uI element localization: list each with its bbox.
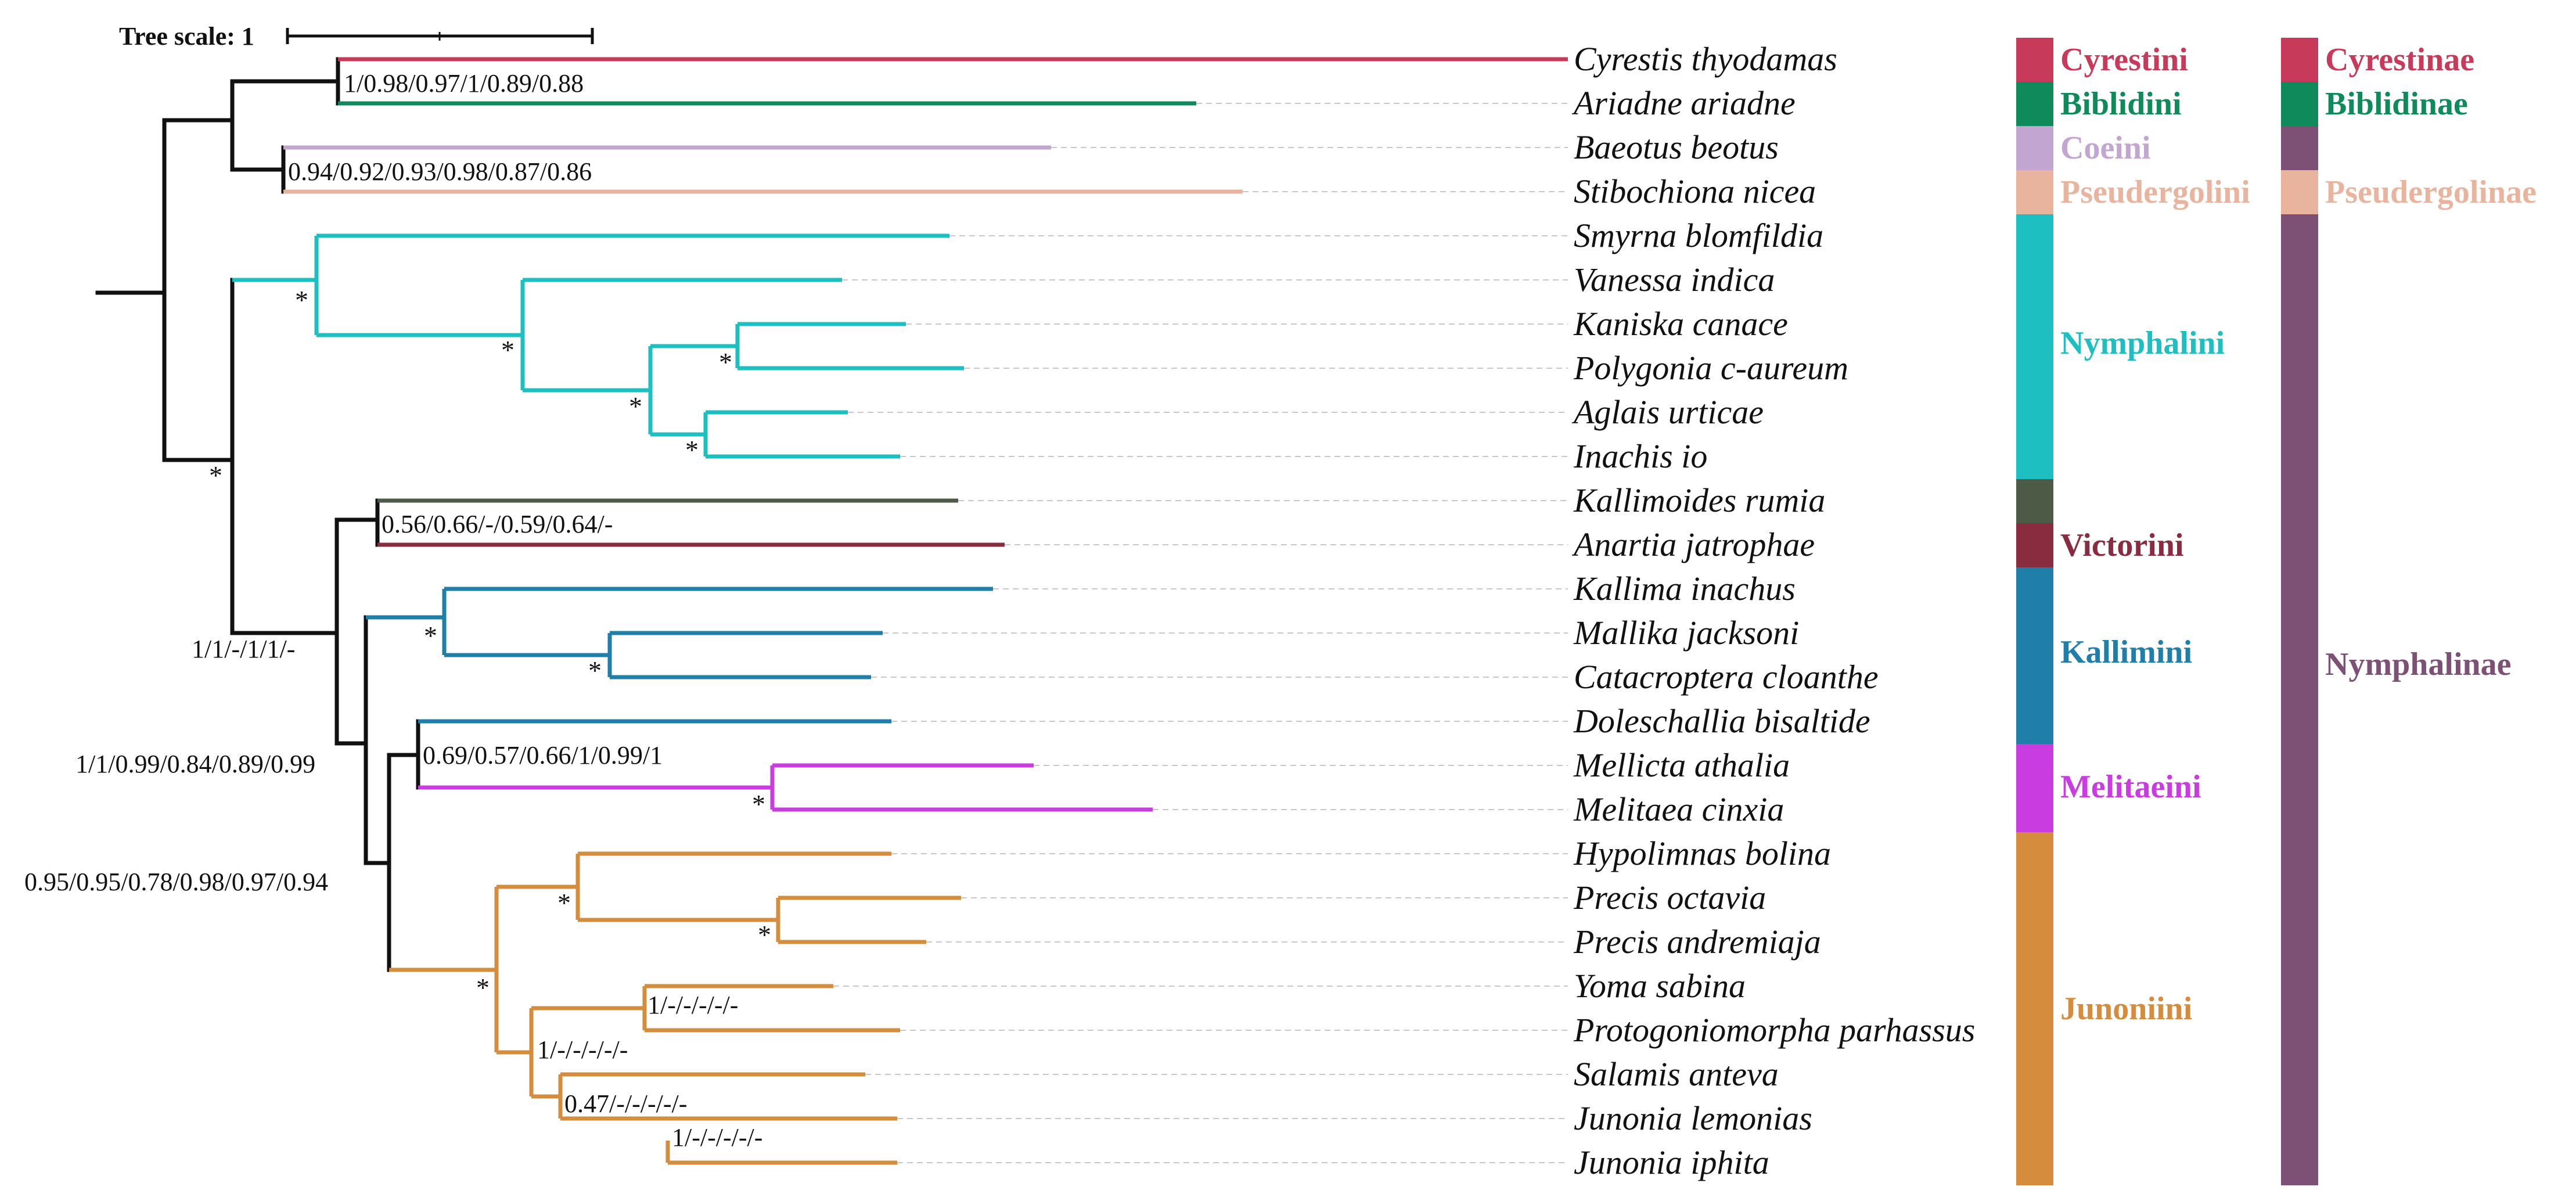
- tribe-label-coeini: Coeini: [2060, 130, 2151, 166]
- full-support-markers: * * * * * * * * * * * *: [209, 285, 771, 1002]
- tribe-block-pseudergolini: [2016, 170, 2053, 214]
- support-baeotus-stibochiona: 0.94/0.92/0.93/0.98/0.87/0.86: [288, 157, 592, 186]
- subfamily-label-biblidinae: Biblidinae: [2325, 86, 2468, 122]
- tribe-block-coeini: [2016, 126, 2053, 170]
- subfamily-label-nymphalinae: Nymphalinae: [2325, 646, 2512, 682]
- star-marker: *: [295, 285, 308, 315]
- taxon-label: Aglais urticae: [1571, 393, 1764, 431]
- backbone-branches: [95, 57, 420, 972]
- subfamily-block-pseudergolinae: [2281, 170, 2318, 214]
- support-cyrestis-ariadne: 1/0.98/0.97/1/0.89/0.88: [344, 69, 584, 98]
- tribe-block-biblidini: [2016, 82, 2053, 126]
- taxon-label: Vanessa indica: [1574, 261, 1775, 299]
- star-marker: *: [501, 335, 515, 365]
- taxon-label: Mallika jacksoni: [1573, 614, 1799, 652]
- star-marker: *: [588, 656, 602, 685]
- tribe-block-victorini: [2016, 523, 2053, 567]
- star-marker: *: [758, 920, 771, 950]
- taxon-label: Yoma sabina: [1574, 967, 1746, 1005]
- taxon-label: Cyrestis thyodamas: [1574, 40, 1837, 78]
- support-kallimoides-anartia: 0.56/0.66/-/0.59/0.64/-: [382, 510, 613, 538]
- tribe-label-nymphalini: Nymphalini: [2060, 325, 2225, 361]
- clade-melitaeini: [418, 763, 1153, 812]
- tribe-block-nymphalini: [2016, 214, 2053, 479]
- support-yoma-salamis: 1/-/-/-/-/-: [537, 1035, 628, 1064]
- star-marker: *: [629, 391, 642, 421]
- tree-scale-label: Tree scale: 1: [119, 22, 254, 51]
- star-marker: *: [752, 789, 765, 819]
- tribe-label-junoniini: Junoniini: [2060, 991, 2192, 1027]
- support-melitaeini-junoniini-node: 0.95/0.95/0.78/0.98/0.97/0.94: [24, 868, 328, 896]
- taxon-label: Ariadne ariadne: [1571, 84, 1796, 122]
- tribe-color-strip: [2016, 38, 2053, 1185]
- taxon-label: Catacroptera cloanthe: [1574, 658, 1879, 696]
- support-salamis-junonia: 0.47/-/-/-/-/-: [564, 1089, 687, 1118]
- star-marker: *: [476, 973, 490, 1002]
- star-marker: *: [557, 888, 571, 918]
- tribe-label-victorini: Victorini: [2060, 527, 2184, 563]
- clade-nymphalini: [232, 233, 964, 459]
- taxon-label: Protogoniomorpha parhassus: [1573, 1011, 1975, 1049]
- tribe-block-kallimini: [2016, 567, 2053, 744]
- tribe-block-melitaeini: [2016, 744, 2053, 832]
- subfamily-block-biblidinae: [2281, 82, 2318, 126]
- tribe-label-pseudergolini: Pseudergolini: [2060, 174, 2250, 210]
- taxon-label: Kallimoides rumia: [1573, 481, 1825, 519]
- subfamily-block-cyrestinae: [2281, 38, 2318, 82]
- taxon-label: Doleschallia bisaltide: [1573, 702, 1870, 740]
- leader-lines: [833, 103, 1568, 1163]
- support-doleschallia-mellicta: 0.69/0.57/0.66/1/0.99/1: [423, 741, 663, 769]
- taxon-label: Smyrna blomfildia: [1574, 217, 1823, 254]
- subfamily-color-strip: [2281, 38, 2318, 1185]
- taxon-label: Kallima inachus: [1573, 570, 1796, 607]
- tree-scale-bar: [286, 28, 594, 44]
- subfamily-label-pseudergolinae: Pseudergolinae: [2325, 174, 2537, 210]
- subfamily-block-upper: [2281, 126, 2318, 170]
- support-core-node: 1/1/-/1/1/-: [192, 635, 295, 663]
- taxon-label: Junonia lemonias: [1574, 1099, 1812, 1137]
- taxon-label: Mellicta athalia: [1573, 746, 1790, 784]
- star-marker: *: [719, 347, 732, 377]
- tribe-label-cyrestini: Cyrestini: [2060, 42, 2188, 78]
- tribe-label-biblidini: Biblidini: [2060, 86, 2182, 122]
- subfamily-block-nymphalinae: [2281, 214, 2318, 1185]
- taxon-label: Polygonia c-aureum: [1573, 349, 1848, 387]
- tribe-label-melitaeini: Melitaeini: [2060, 769, 2201, 805]
- subfamily-labels: Cyrestinae Biblidinae Pseudergolinae Nym…: [2325, 42, 2537, 682]
- tribe-block-cyrestini: [2016, 38, 2053, 82]
- taxon-label: Melitaea cinxia: [1573, 790, 1784, 828]
- taxon-label: Precis andremiaja: [1573, 923, 1821, 961]
- taxon-labels: Cyrestis thyodamas Ariadne ariadne Baeot…: [1571, 40, 1975, 1181]
- taxon-label: Precis octavia: [1573, 879, 1766, 916]
- taxon-label: Inachis io: [1573, 437, 1707, 475]
- support-kallimini-node: 1/1/0.99/0.84/0.89/0.99: [75, 750, 315, 778]
- star-marker: *: [209, 461, 222, 490]
- taxon-label: Salamis anteva: [1574, 1055, 1779, 1093]
- tribe-block-kallimoides: [2016, 479, 2053, 523]
- taxon-label: Baeotus beotus: [1574, 128, 1779, 166]
- support-yoma-protogoniomorpha: 1/-/-/-/-/-: [647, 991, 738, 1019]
- tribe-labels: Cyrestini Biblidini Coeini Pseudergolini…: [2060, 42, 2250, 1027]
- star-marker: *: [424, 621, 437, 650]
- clade-junoniini: [389, 851, 961, 1165]
- tribe-block-junoniini: [2016, 832, 2053, 1185]
- taxon-label: Kaniska canace: [1573, 305, 1788, 343]
- subfamily-label-cyrestinae: Cyrestinae: [2325, 42, 2474, 78]
- tribe-label-kallimini: Kallimini: [2060, 634, 2192, 670]
- support-junonia: 1/-/-/-/-/-: [672, 1123, 762, 1152]
- taxon-label: Junonia iphita: [1574, 1144, 1769, 1181]
- clade-kallimini: [366, 587, 993, 724]
- taxon-label: Stibochiona nicea: [1574, 172, 1816, 210]
- taxon-label: Hypolimnas bolina: [1573, 835, 1831, 872]
- star-marker: *: [685, 435, 699, 465]
- taxon-label: Anartia jatrophae: [1571, 526, 1815, 563]
